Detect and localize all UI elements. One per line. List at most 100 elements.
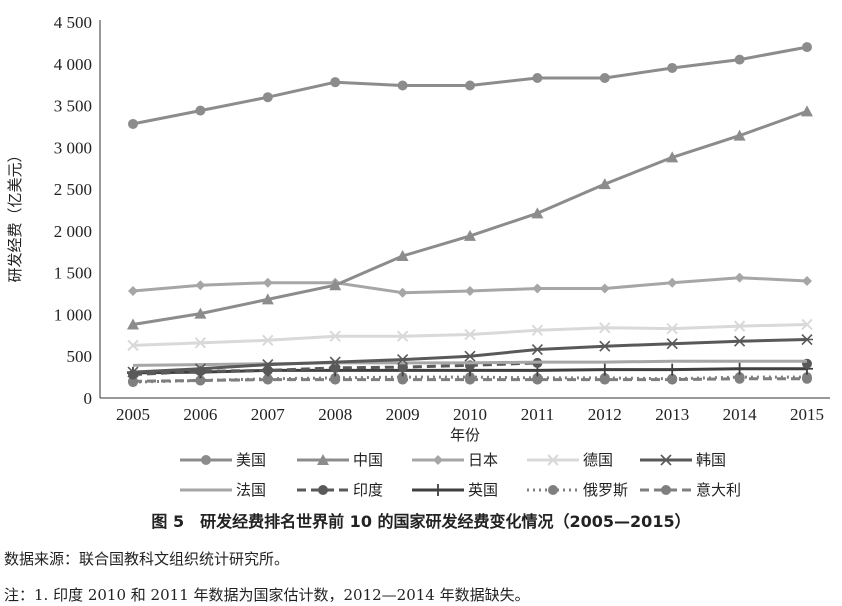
legend-item: 德国 [527, 451, 613, 469]
x-tick-label: 2007 [251, 405, 286, 424]
data-point [666, 322, 678, 335]
data-point [262, 92, 273, 103]
data-point [660, 454, 672, 466]
x-tick-label: 2006 [183, 405, 217, 424]
data-point [531, 343, 544, 356]
data-point [397, 287, 408, 298]
legend-item: 中国 [297, 451, 383, 469]
data-point [599, 322, 611, 334]
data-point [733, 362, 746, 375]
data-point [667, 277, 678, 288]
data-point [128, 118, 138, 129]
legend-item: 意大利 [640, 481, 741, 499]
x-axis-label: 年份 [450, 426, 480, 444]
data-point [734, 54, 745, 65]
legend-item: 美国 [180, 451, 266, 469]
data-point [396, 353, 409, 366]
data-point [195, 280, 206, 291]
data-point [532, 283, 543, 294]
data-point [396, 330, 409, 342]
data-point [317, 454, 329, 465]
x-tick-label: 2009 [386, 405, 420, 424]
data-point [194, 363, 207, 375]
data-point [127, 318, 139, 330]
series-法国 [132, 359, 807, 367]
data-point [801, 333, 813, 346]
y-tick-label: 4 000 [54, 55, 92, 74]
x-tick-label: 2014 [723, 405, 758, 424]
data-point [733, 320, 746, 332]
data-point [261, 293, 274, 305]
data-point [329, 356, 342, 368]
data-point [464, 229, 476, 241]
data-point [329, 279, 342, 291]
legend-label: 中国 [353, 451, 383, 469]
data-point [599, 283, 610, 294]
y-tick-label: 500 [67, 347, 93, 366]
data-point [667, 373, 678, 384]
data-point [262, 277, 273, 288]
data-point [547, 454, 559, 466]
data-point [330, 77, 341, 88]
data-point [531, 207, 544, 219]
data-point [195, 375, 206, 386]
data-point [330, 372, 341, 383]
series-layer [127, 42, 813, 388]
legend-label: 日本 [468, 451, 498, 469]
x-tick-label: 2015 [790, 405, 824, 424]
x-tick-label: 2005 [116, 405, 150, 424]
data-point [548, 485, 558, 495]
data-point [465, 80, 475, 91]
data-point [318, 485, 328, 495]
data-point [397, 80, 408, 91]
legend-label: 美国 [236, 451, 266, 469]
series-韩国 [127, 333, 813, 378]
data-point [661, 485, 671, 495]
y-axis-label: 研发经费（亿美元） [6, 147, 24, 282]
y-tick-label: 0 [84, 389, 93, 408]
data-point [396, 249, 409, 261]
data-point [598, 363, 611, 376]
legend-label: 韩国 [696, 451, 726, 469]
data-point [201, 455, 211, 465]
data-point [734, 372, 745, 383]
footnote: 注：1. 印度 2010 和 2011 年数据为国家估计数，2012—2014 … [4, 586, 530, 604]
legend-label: 法国 [236, 481, 266, 499]
data-point [397, 372, 408, 383]
legend-label: 德国 [583, 451, 613, 469]
y-tick-label: 3 500 [54, 97, 92, 116]
data-point [801, 105, 813, 117]
data-point [666, 151, 679, 163]
data-point [128, 286, 138, 297]
data-point [733, 335, 746, 347]
x-tick-label: 2013 [655, 405, 689, 424]
data-point [194, 337, 207, 349]
y-tick-label: 3 000 [54, 138, 92, 157]
data-point [532, 72, 543, 83]
data-point [599, 372, 610, 383]
y-tick-label: 4 500 [54, 13, 92, 32]
data-point [262, 334, 274, 347]
series-德国 [127, 318, 813, 352]
series-俄罗斯 [128, 372, 812, 388]
data-point [599, 72, 610, 83]
legend-label: 俄罗斯 [583, 481, 628, 499]
data-point [127, 339, 139, 352]
data-point [432, 484, 444, 496]
data-point [397, 362, 408, 373]
x-tick-label: 2010 [453, 405, 487, 424]
data-point [464, 350, 476, 362]
y-tick-label: 1 000 [54, 305, 92, 324]
data-source-note: 数据来源：联合国教科文组织统计研究所。 [4, 550, 290, 568]
data-point [801, 318, 813, 331]
figure-caption: 图 5 研发经费排名世界前 10 的国家研发经费变化情况（2005—2015） [151, 512, 691, 531]
legend-item: 法国 [180, 481, 266, 499]
y-tick-label: 2 500 [54, 180, 92, 199]
legend-item: 印度 [297, 481, 383, 499]
data-point [598, 178, 611, 190]
series-美国 [128, 42, 812, 129]
data-point [465, 372, 475, 383]
legend-item: 韩国 [640, 451, 726, 469]
